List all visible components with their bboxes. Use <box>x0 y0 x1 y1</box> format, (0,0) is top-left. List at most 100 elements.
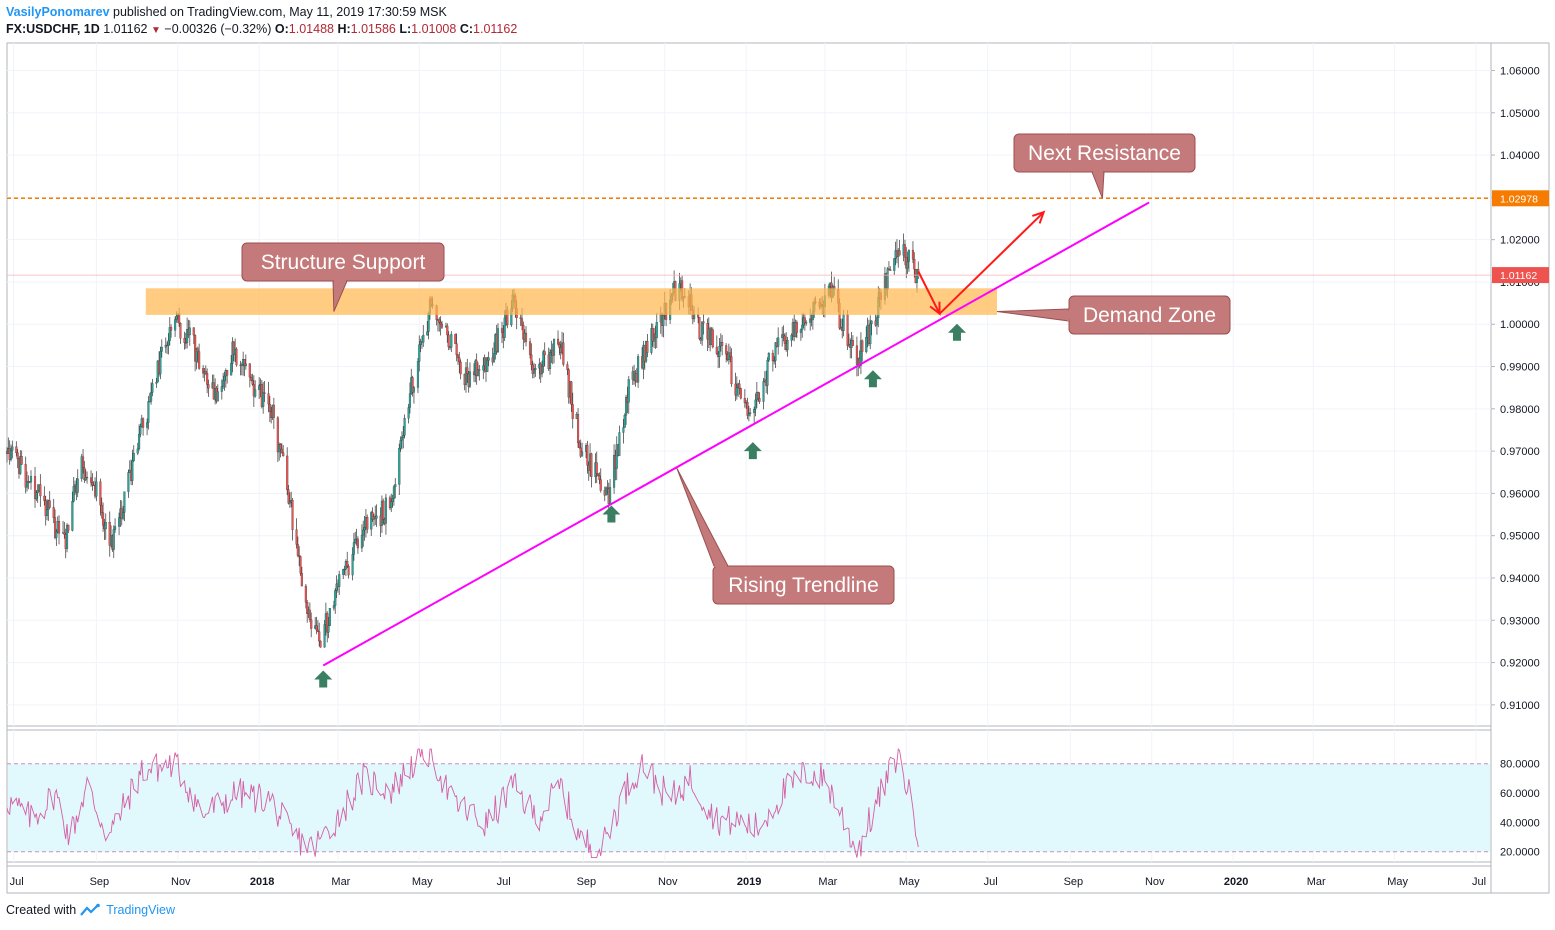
candle-body <box>447 334 450 348</box>
candle-body <box>114 526 117 530</box>
candle-body <box>466 367 469 375</box>
candle <box>262 382 265 414</box>
candle <box>540 360 544 378</box>
candle-body <box>478 369 481 371</box>
candle <box>327 616 330 639</box>
candle-body <box>754 399 757 410</box>
candle <box>438 317 441 332</box>
candle-body <box>53 517 57 538</box>
time-tick-label: Nov <box>171 876 191 888</box>
candle <box>375 504 378 527</box>
candle <box>446 323 449 343</box>
candle <box>67 524 70 534</box>
candle-body <box>175 315 178 320</box>
candle <box>48 491 51 509</box>
candle <box>24 456 27 494</box>
candle-body <box>299 556 302 574</box>
resistance-price-tag: 1.02978 <box>1500 193 1538 205</box>
candle-body <box>783 335 786 344</box>
candle <box>15 441 18 457</box>
candle-body <box>371 512 374 520</box>
candle <box>25 471 29 492</box>
candle-body <box>375 515 378 519</box>
candle <box>618 425 621 456</box>
candle <box>36 484 39 503</box>
candle-body <box>496 328 500 352</box>
candle <box>33 466 37 508</box>
candle <box>39 474 42 507</box>
candle <box>869 315 872 350</box>
callout: Structure Support <box>241 242 445 312</box>
candle <box>186 317 189 349</box>
candle <box>267 381 270 413</box>
candle <box>95 471 98 502</box>
candle-body <box>112 529 115 550</box>
candle-body <box>786 340 789 350</box>
time-tick-label: Sep <box>577 876 597 888</box>
candle <box>662 314 665 338</box>
candle <box>258 377 261 400</box>
candle-body <box>581 451 584 457</box>
candle-body <box>36 490 39 494</box>
candle <box>291 497 294 541</box>
close-value: 1.01162 <box>473 22 518 36</box>
candle <box>338 570 341 596</box>
candle-body <box>164 344 167 348</box>
candle-body <box>206 372 209 385</box>
candle-body <box>809 318 812 323</box>
candle <box>240 362 243 376</box>
candle <box>623 413 626 428</box>
candle-body <box>889 269 892 271</box>
candle-body <box>458 357 461 363</box>
candle <box>280 443 283 454</box>
candle <box>898 239 901 256</box>
time-tick-label: Nov <box>1145 876 1165 888</box>
candle <box>519 314 522 327</box>
candle-body <box>803 317 806 323</box>
candle-body <box>55 531 58 538</box>
author-link[interactable]: VasilyPonomarev <box>6 5 110 19</box>
candle-body <box>48 500 51 508</box>
last-price: 1.01162 <box>103 22 148 36</box>
candle <box>911 241 914 264</box>
time-tick-label: Mar <box>818 876 837 888</box>
candle <box>556 330 560 346</box>
candle-body <box>24 464 27 488</box>
candle <box>155 377 158 388</box>
candle <box>356 536 359 554</box>
candle <box>160 339 163 358</box>
candle-body <box>343 569 346 571</box>
candle-body <box>184 342 187 344</box>
candle-body <box>730 356 733 385</box>
candle-body <box>235 348 238 366</box>
candle-body <box>142 418 145 428</box>
demand-zone <box>145 288 998 315</box>
candle-body <box>104 522 107 530</box>
candle-body <box>323 624 326 648</box>
candle-body <box>52 507 55 518</box>
projection-arrow-line <box>938 211 1045 315</box>
rsi-line <box>6 747 919 859</box>
candle <box>323 619 326 648</box>
candle <box>392 485 395 506</box>
candle <box>390 493 393 513</box>
candle <box>528 337 532 359</box>
open-value: 1.01488 <box>288 22 334 36</box>
candle-body <box>586 445 589 466</box>
candle <box>456 354 460 365</box>
candle-body <box>351 554 354 576</box>
resistance-price-tag-bg <box>1492 190 1549 207</box>
price-tick-label: 1.06000 <box>1500 65 1540 77</box>
candle-body <box>416 361 419 388</box>
rising-trendline <box>322 201 1150 667</box>
candle <box>893 258 896 276</box>
candle-body <box>243 359 246 367</box>
candle <box>9 444 13 462</box>
time-tick-label: Mar <box>331 876 350 888</box>
tradingview-brand[interactable]: TradingView <box>106 903 175 917</box>
candle <box>701 321 704 346</box>
candle <box>195 347 198 370</box>
candle <box>887 261 890 271</box>
candle <box>35 490 38 502</box>
